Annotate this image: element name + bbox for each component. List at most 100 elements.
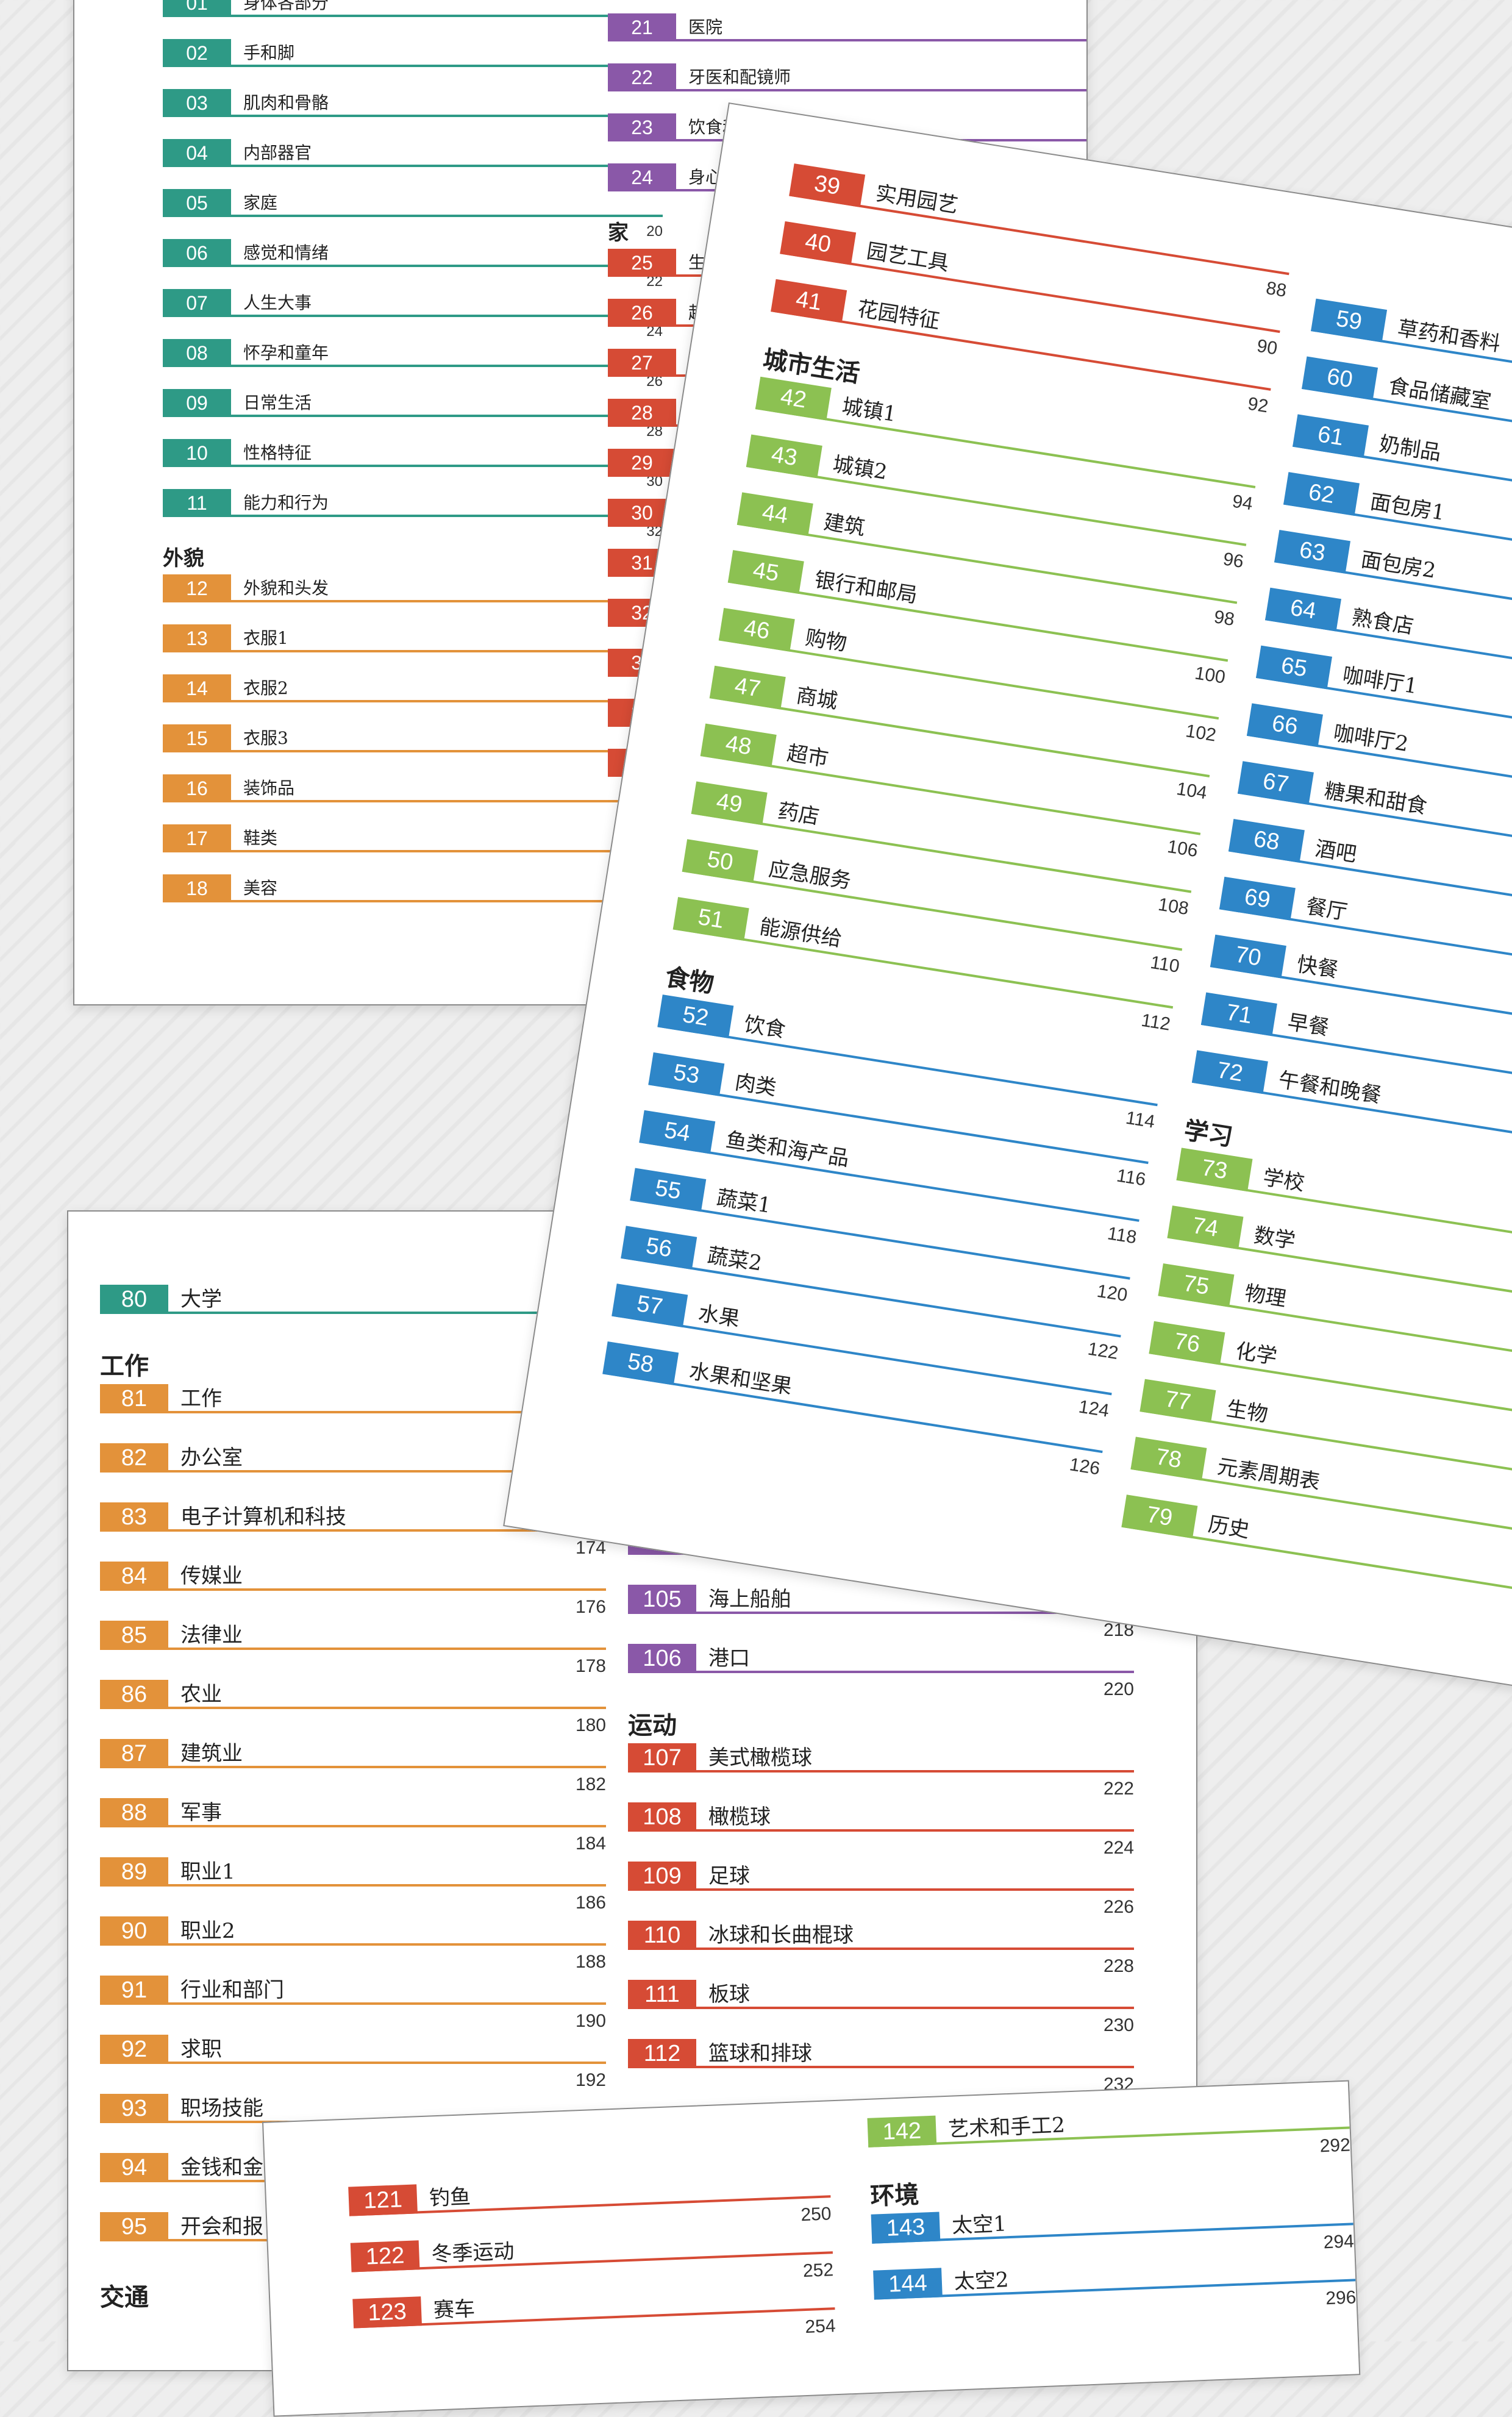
entry-rule	[100, 1943, 606, 1946]
toc-entry[interactable]: 11 能力和行为 32	[163, 489, 663, 540]
toc-entry[interactable]: 105 海上船舶 218	[628, 1585, 1134, 1640]
chapter-title: 军事	[180, 1801, 222, 1825]
toc-entry[interactable]: 07 人生大事 24	[163, 289, 663, 340]
chapter-number: 09	[163, 389, 231, 417]
entry-rule	[353, 2307, 835, 2329]
chapter-number: 86	[100, 1680, 168, 1709]
toc-entry[interactable]: 16装饰品42	[163, 774, 663, 825]
chapter-number: 25	[608, 249, 676, 277]
toc-entry[interactable]: 89 职业1 186	[100, 1857, 606, 1913]
chapter-title: 办公室	[180, 1446, 243, 1470]
section-heading: 环境	[869, 2180, 920, 2211]
toc-entry[interactable]: 03肌肉和骨骼16	[163, 89, 663, 140]
entry-rule	[1121, 1524, 1512, 1613]
toc-entry[interactable]: 22牙医和配镜师54	[608, 63, 1086, 91]
page-number: 228	[1103, 1956, 1134, 1976]
toc-entry[interactable]: 02手和脚14	[163, 39, 663, 90]
entry-rule	[608, 39, 1086, 41]
toc-entry[interactable]: 110 冰球和长曲棍球 228	[628, 1921, 1134, 1976]
chapter-number: 24	[608, 163, 676, 191]
chapter-number: 01	[163, 0, 231, 17]
entry-rule	[628, 1671, 1134, 1673]
toc-entry[interactable]: 107 美式橄榄球 222	[628, 1743, 1134, 1799]
toc-entry[interactable]: 80 大学	[100, 1285, 606, 1314]
page-number: 126	[1068, 1454, 1102, 1479]
entry-rule	[163, 600, 663, 602]
chapter-number: 109	[628, 1862, 696, 1891]
entry-rule	[100, 1884, 606, 1887]
toc-entry[interactable]: 21医院52	[608, 13, 1086, 41]
chapter-title: 电子计算机和科技	[180, 1505, 346, 1529]
chapter-title: 冰球和长曲棍球	[708, 1923, 854, 1948]
toc-column-pantry-study: 59 草药和香料 60 食品储藏室 61 奶制品 62 面包房1 63 面包房2 64 熟食店 65 咖啡…	[1121, 298, 1512, 1613]
toc-entry[interactable]: 88 军事 184	[100, 1798, 606, 1854]
entry-rule	[608, 89, 1086, 91]
toc-entry[interactable]: 143 太空1 294	[871, 2196, 1354, 2252]
toc-entry[interactable]: 13衣服136	[163, 624, 663, 675]
toc-entry[interactable]: 112 篮球和排球 232	[628, 2039, 1134, 2094]
toc-entry[interactable]: 91 行业和部门 190	[100, 1976, 606, 2031]
toc-entry[interactable]: 90 职业2 188	[100, 1916, 606, 1972]
entry-rule	[100, 2002, 606, 2005]
chapter-number: 89	[100, 1857, 168, 1887]
chapter-number: 92	[100, 2035, 168, 2064]
chapter-number: 29	[608, 449, 676, 477]
toc-entry[interactable]: 86 农业 180	[100, 1680, 606, 1735]
toc-entry[interactable]: 08 怀孕和童年 26	[163, 339, 663, 390]
chapter-number: 07	[163, 289, 231, 317]
toc-entry[interactable]: 144 太空2 296	[873, 2252, 1357, 2308]
toc-entry[interactable]: 05 家庭 20	[163, 189, 663, 240]
toc-entry[interactable]: 85 法律业 178	[100, 1621, 606, 1676]
toc-entry[interactable]: 01身体各部分12	[163, 0, 663, 40]
page-number: 192	[575, 2070, 606, 2090]
toc-entry[interactable]: 111 板球 230	[628, 1980, 1134, 2035]
toc-entry[interactable]: 82 办公室	[100, 1443, 606, 1473]
chapter-title: 外貌和头发	[243, 578, 329, 598]
chapter-number: 111	[628, 1980, 696, 2009]
chapter-number: 107	[628, 1743, 696, 1773]
section-heading: 工作	[100, 1352, 149, 1380]
page-number: 182	[575, 1774, 606, 1794]
chapter-title: 牙医和配镜师	[688, 67, 791, 87]
toc-entry[interactable]: 06 感觉和情绪 22	[163, 239, 663, 290]
entry-rule	[163, 115, 663, 117]
chapter-number: 84	[100, 1562, 168, 1591]
entry-rule	[100, 1312, 606, 1314]
toc-entry[interactable]: 108 橄榄球 224	[628, 1802, 1134, 1858]
chapter-title: 金钱和金	[180, 2155, 263, 2180]
entry-rule	[100, 2062, 606, 2064]
toc-column-leisure: 121 钓鱼 250 122 冬季运动 252 123 赛车 254	[348, 2168, 836, 2337]
entry-rule	[351, 2251, 833, 2272]
toc-entry[interactable]: 142 艺术和手工2 292	[867, 2100, 1350, 2156]
toc-entry[interactable]: 10 性格特征 30	[163, 439, 663, 490]
chapter-title: 能力和行为	[243, 493, 329, 513]
toc-entry[interactable]: 04内部器官18	[163, 139, 663, 190]
toc-entry[interactable]: 72 午餐和晚餐	[1191, 1050, 1512, 1169]
chapter-number: 10	[163, 439, 231, 467]
toc-entry[interactable]: 09 日常生活 28	[163, 389, 663, 440]
chapter-title: 人生大事	[243, 293, 312, 313]
toc-entry[interactable]: 122 冬季运动 252	[350, 2224, 834, 2281]
page-number: 226	[1103, 1897, 1134, 1917]
chapter-title: 职场技能	[180, 2096, 263, 2121]
toc-entry[interactable]: 109 足球 226	[628, 1862, 1134, 1917]
entry-rule	[628, 1612, 1134, 1614]
toc-entry[interactable]: 18美容46	[163, 874, 663, 925]
entry-rule	[100, 1470, 606, 1473]
toc-entry[interactable]: 92 求职 192	[100, 2035, 606, 2090]
toc-entry[interactable]: 87 建筑业 182	[100, 1739, 606, 1794]
toc-entry[interactable]: 106 港口 220	[628, 1644, 1134, 1699]
toc-entry[interactable]: 84 传媒业 176	[100, 1562, 606, 1617]
toc-entry[interactable]: 81 工作	[100, 1384, 606, 1413]
toc-entry[interactable]: 15衣服340	[163, 724, 663, 775]
chapter-title: 建筑业	[180, 1741, 243, 1766]
chapter-title: 开会和报	[180, 2215, 263, 2239]
toc-entry[interactable]: 17鞋类44	[163, 824, 663, 875]
toc-entry[interactable]: 123 赛车 254	[352, 2280, 836, 2337]
page-number: 184	[575, 1833, 606, 1854]
page-number: 296	[1325, 2287, 1357, 2309]
toc-entry[interactable]: 121 钓鱼 250	[348, 2168, 832, 2225]
toc-entry[interactable]: 14衣服238	[163, 674, 663, 725]
chapter-title: 装饰品	[243, 778, 295, 798]
toc-entry[interactable]: 12外貌和头发34	[163, 574, 663, 625]
